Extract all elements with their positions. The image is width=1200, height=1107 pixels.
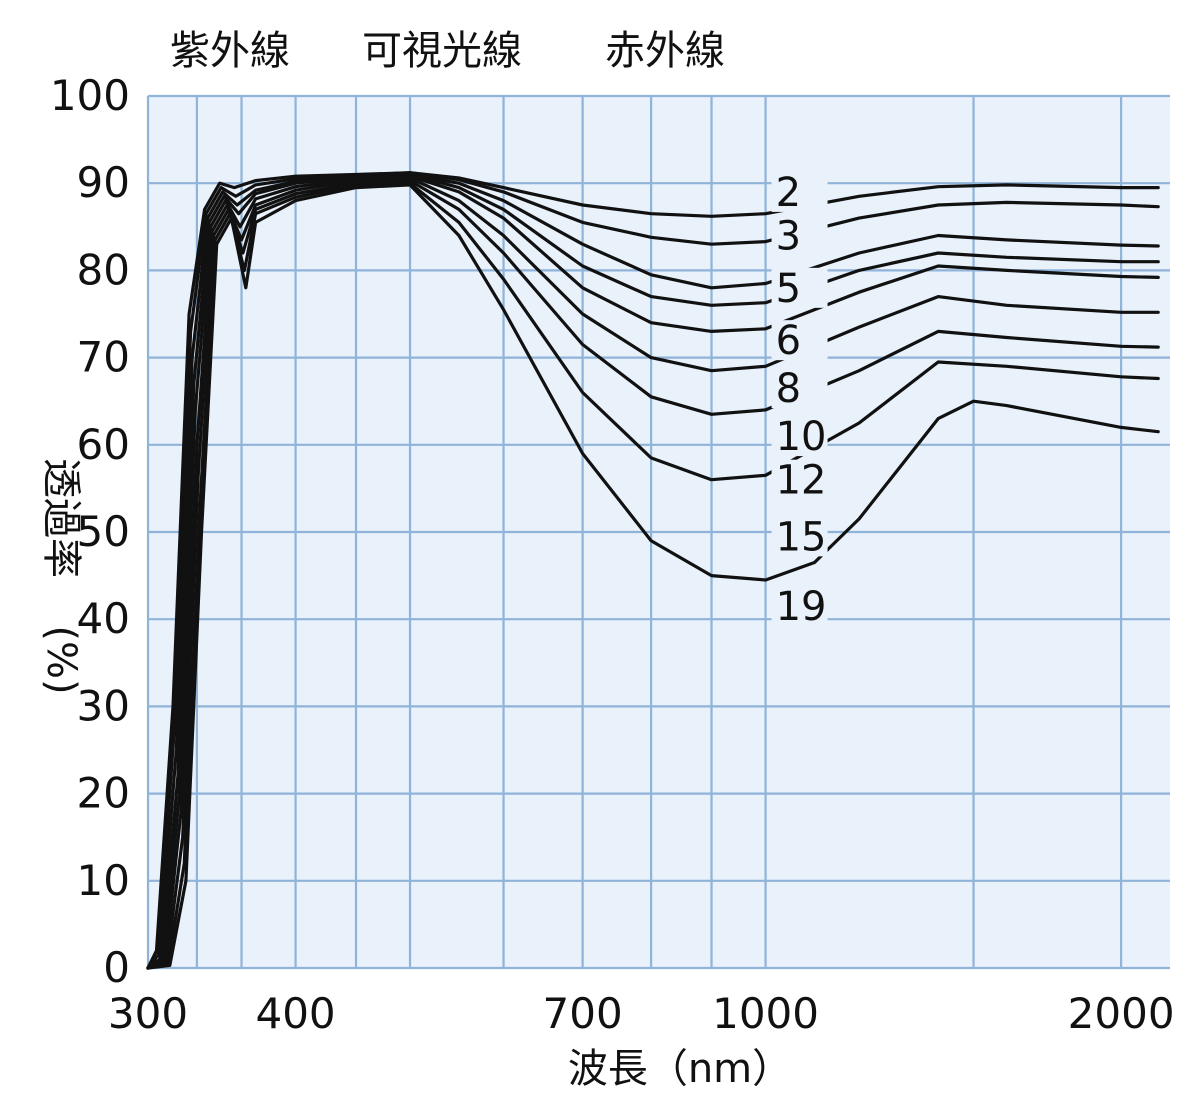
series-lines xyxy=(146,171,1160,970)
series-label-bg xyxy=(771,459,828,500)
series-label-bg xyxy=(771,368,828,409)
series-label-6: 6 xyxy=(776,318,801,364)
series-label-19: 19 xyxy=(776,584,827,630)
y-tick-label: 100 xyxy=(50,71,130,120)
y-tick-label: 10 xyxy=(77,856,130,905)
series-label-bg xyxy=(771,267,828,308)
series-label-5: 5 xyxy=(776,266,801,312)
x-tick-label: 400 xyxy=(255,989,335,1038)
series-label-bg xyxy=(771,416,828,457)
y-tick-label: 60 xyxy=(77,420,130,469)
y-axis-title-text: 透過率 xyxy=(38,458,84,578)
series-label-10: 10 xyxy=(776,414,827,460)
series-label-bg xyxy=(771,320,828,361)
y-tick-label: 90 xyxy=(77,158,130,207)
series-line-3 xyxy=(146,171,1160,970)
series-label-bg xyxy=(771,171,828,212)
series-line-19 xyxy=(146,183,1160,970)
x-axis-title: 波長（nm） xyxy=(568,1046,792,1092)
y-tick-label: 80 xyxy=(77,245,130,294)
series-line-15 xyxy=(146,181,1160,970)
region-label-uv: 紫外線 xyxy=(170,28,290,74)
series-label-bg xyxy=(771,215,828,256)
y-axis-unit: (%) xyxy=(38,625,84,694)
series-label-15: 15 xyxy=(776,514,827,560)
series-line-10 xyxy=(146,176,1160,970)
region-label-visible: 可視光線 xyxy=(362,28,522,74)
region-label-ir: 赤外線 xyxy=(605,28,725,74)
grid xyxy=(146,94,1170,970)
y-tick-label: 20 xyxy=(77,769,130,818)
series-line-5 xyxy=(146,172,1160,970)
y-tick-label: 50 xyxy=(77,507,130,556)
series-line-8 xyxy=(146,174,1160,970)
x-tick-label: 1000 xyxy=(712,989,819,1038)
x-tick-label: 300 xyxy=(108,989,188,1038)
y-tick-label: 30 xyxy=(77,681,130,730)
x-tick-label: 2000 xyxy=(1068,989,1175,1038)
series-label-2: 2 xyxy=(776,170,801,216)
y-tick-label: 0 xyxy=(103,943,130,992)
series-label-bg xyxy=(771,586,828,627)
series-line-6 xyxy=(146,172,1160,970)
x-tick-label: 700 xyxy=(543,989,623,1038)
y-tick-labels: 0 10 20 30 40 50 60 70 80 90 100 xyxy=(50,71,130,992)
region-labels: 紫外線 可視光線 赤外線 xyxy=(170,28,725,74)
series-label-bg xyxy=(771,516,828,557)
series-label-12: 12 xyxy=(776,458,827,504)
series-line-12 xyxy=(146,179,1160,970)
y-tick-label: 40 xyxy=(77,594,130,643)
y-tick-label: 70 xyxy=(77,333,130,382)
series-label-8: 8 xyxy=(776,366,801,412)
x-tick-labels: 300 400 700 1000 2000 xyxy=(108,989,1175,1038)
series-label-3: 3 xyxy=(776,214,801,260)
y-axis-title: 透過率 (%) xyxy=(38,458,84,695)
